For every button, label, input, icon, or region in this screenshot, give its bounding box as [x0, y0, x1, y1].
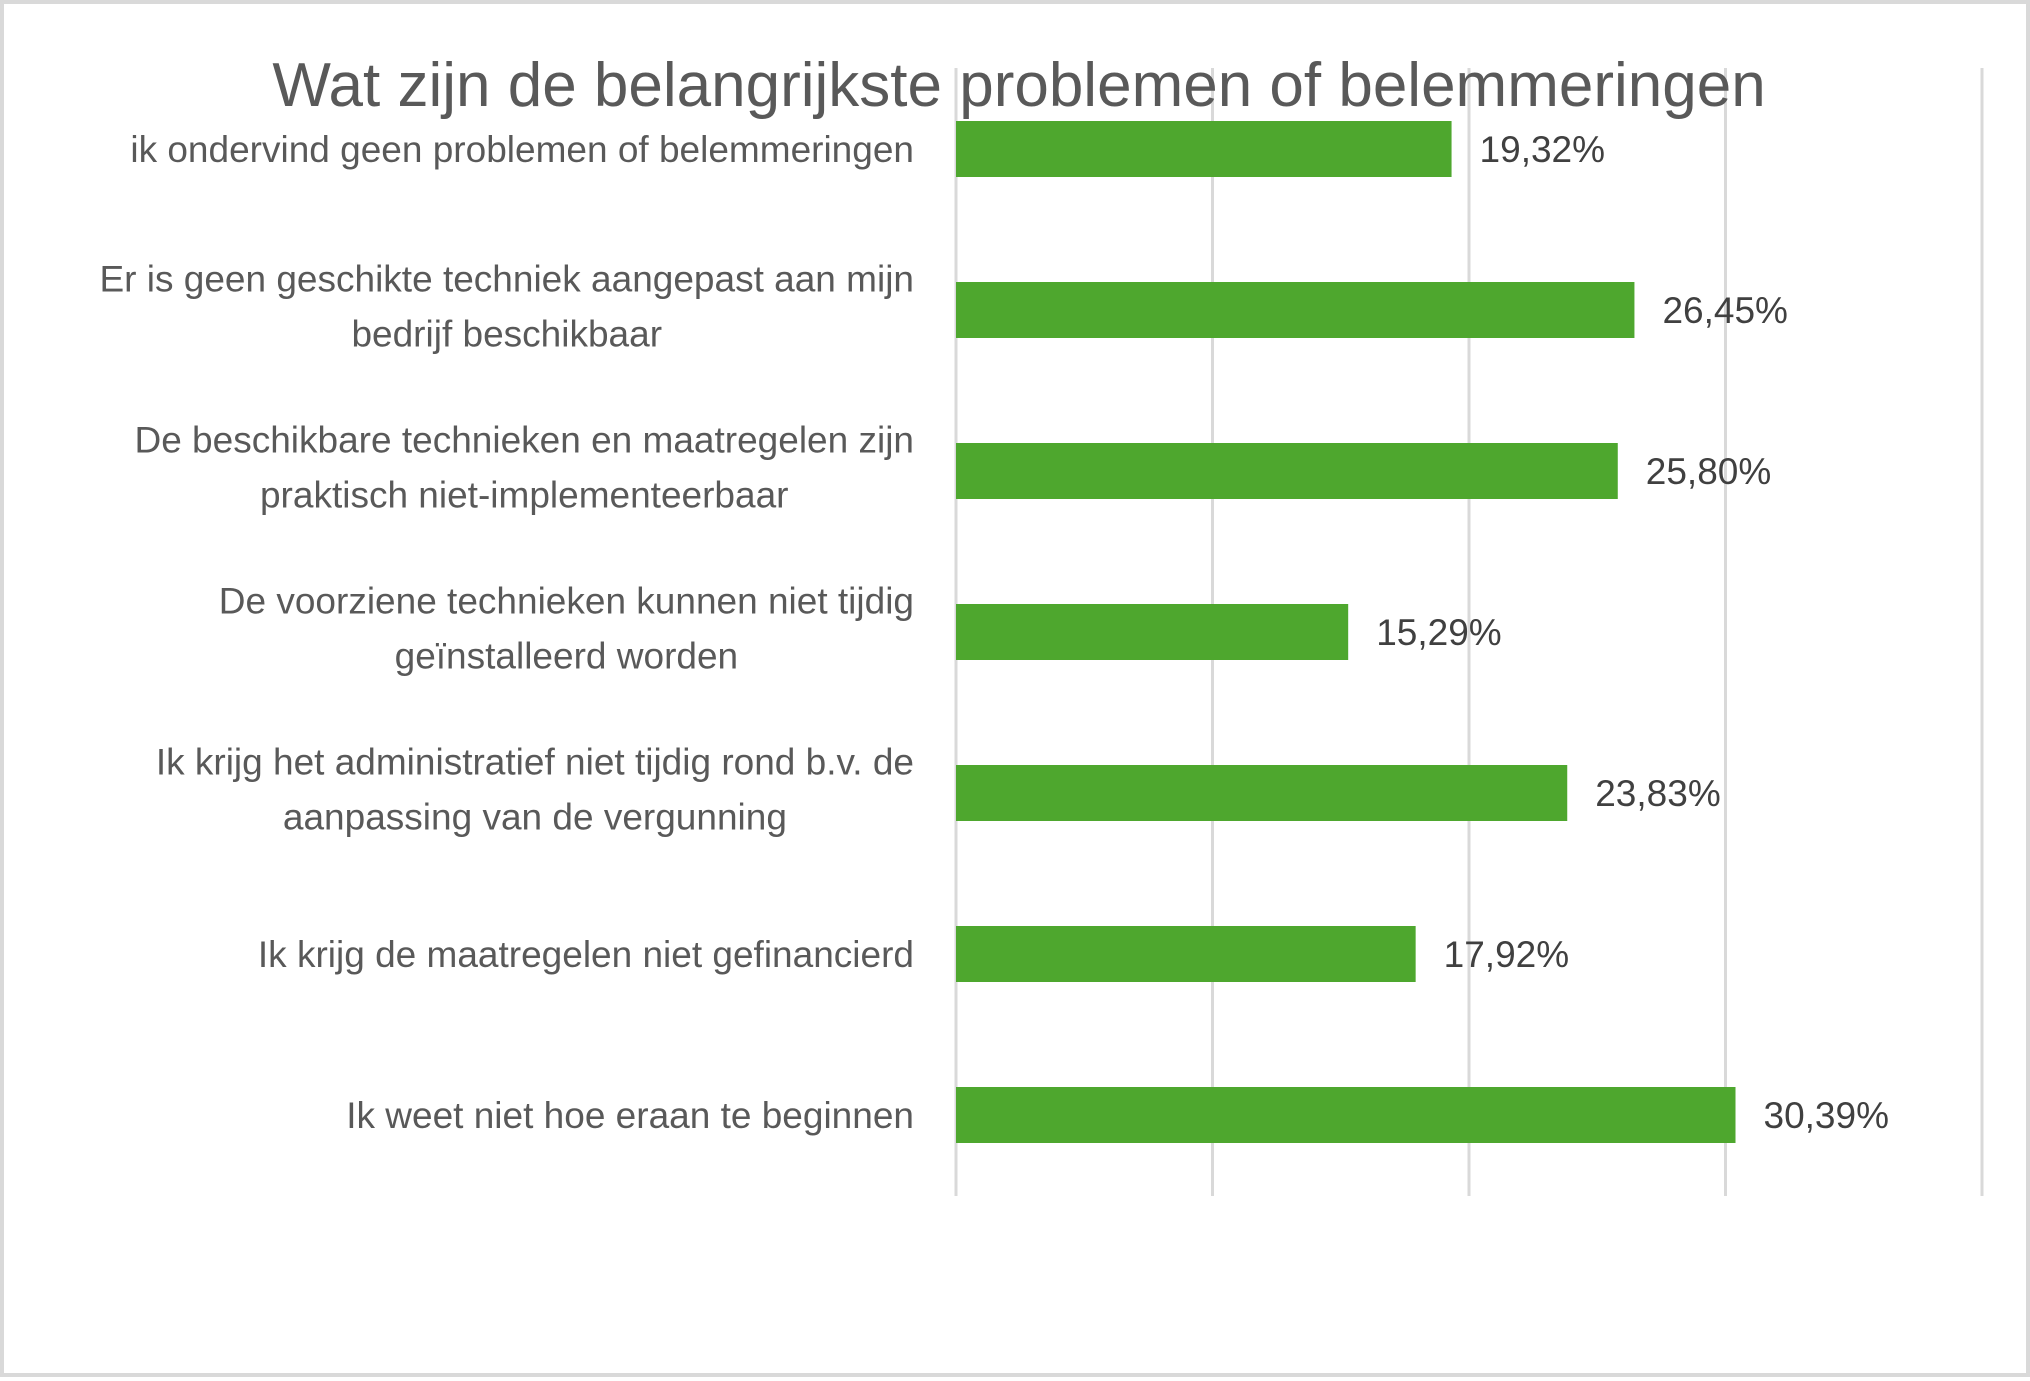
data-label-6: 30,39%: [1764, 1095, 1890, 1136]
gridlines: [954, 68, 1984, 1196]
bar-5: [956, 926, 1416, 982]
category-label-0: ik ondervind geen problemen of belemmeri…: [130, 129, 914, 170]
data-label-5: 17,92%: [1444, 934, 1570, 975]
category-label-2-line-0: De beschikbare technieken en maatregelen…: [134, 420, 914, 461]
bars: [956, 121, 1736, 1143]
category-label-3-line-0: De voorziene technieken kunnen niet tijd…: [219, 581, 914, 622]
data-label-1: 26,45%: [1662, 290, 1788, 331]
category-label-6: Ik weet niet hoe eraan te beginnen: [346, 1095, 914, 1136]
category-label-4-line-0: Ik krijg het administratief niet tijdig …: [156, 742, 914, 783]
category-labels: ik ondervind geen problemen of belemmeri…: [99, 129, 914, 1136]
category-label-2-line-1: praktisch niet-implementeerbaar: [260, 475, 789, 516]
data-label-2: 25,80%: [1646, 451, 1772, 492]
bar-4: [956, 765, 1568, 821]
bar-chart: ik ondervind geen problemen of belemmeri…: [99, 51, 1984, 1196]
bar-6: [956, 1087, 1736, 1143]
category-label-3-line-1: geïnstalleerd worden: [395, 636, 739, 677]
data-label-4: 23,83%: [1595, 773, 1721, 814]
category-label-4-line-1: aanpassing van de vergunning: [283, 797, 787, 838]
data-labels: 19,32% 26,45% 25,80% 15,29% 23,83% 17,92% 30,3…: [1376, 129, 1889, 1136]
bar-3: [956, 604, 1349, 660]
category-label-5: Ik krijg de maatregelen niet gefinancier…: [258, 934, 914, 975]
category-label-1-line-0: Er is geen geschikte techniek aangepast …: [99, 259, 914, 300]
bar-1: [956, 282, 1635, 338]
category-label-1-line-1: bedrijf beschikbaar: [351, 314, 662, 355]
bar-0: [956, 121, 1452, 177]
data-label-0: 19,32%: [1480, 129, 1606, 170]
bar-2: [956, 443, 1618, 499]
chart-title: Wat zijn de belangrijkste problemen of b…: [272, 51, 1765, 120]
data-label-3: 15,29%: [1376, 612, 1502, 653]
